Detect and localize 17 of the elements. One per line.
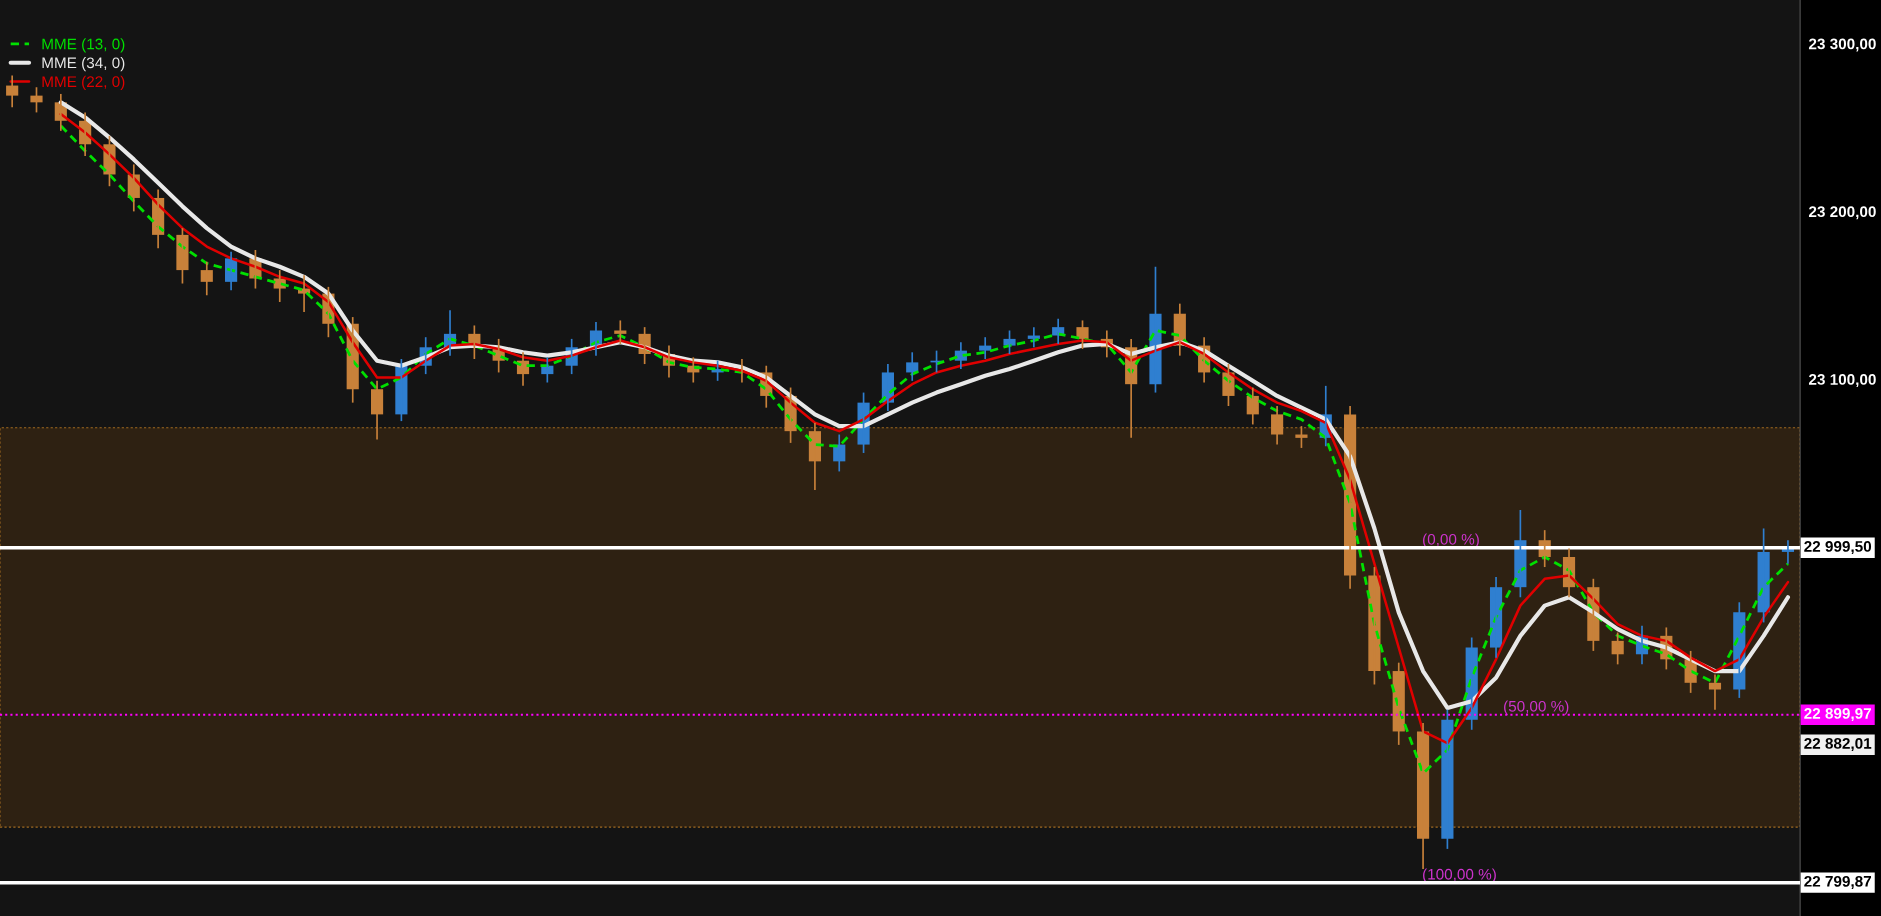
legend-label: MME (22, 0) bbox=[42, 75, 125, 91]
candlestick bbox=[176, 227, 189, 285]
annotation: (100,00 %) bbox=[1423, 868, 1496, 883]
candlestick bbox=[1003, 329, 1016, 355]
y-tick-label: 23 100,00 bbox=[1808, 374, 1876, 388]
ref-line-label: 22 799,87 bbox=[1804, 875, 1872, 889]
annotation: (0,00 %) bbox=[1423, 533, 1479, 548]
candlestick bbox=[1076, 319, 1089, 350]
ref-line-label: 22 999,50 bbox=[1804, 541, 1872, 555]
text: 22 882,01 bbox=[1804, 737, 1872, 752]
y-tick-label: 23 300,00 bbox=[1808, 38, 1876, 52]
ref-line-label: 22 899,97 bbox=[1804, 708, 1872, 722]
y-tick-label: 23 200,00 bbox=[1808, 206, 1876, 220]
candlestick bbox=[614, 319, 627, 345]
legend-label: MME (34, 0) bbox=[42, 57, 125, 72]
annotation: (50,00 %) bbox=[1504, 700, 1569, 715]
legend-label: MME (13, 0) bbox=[42, 38, 125, 53]
